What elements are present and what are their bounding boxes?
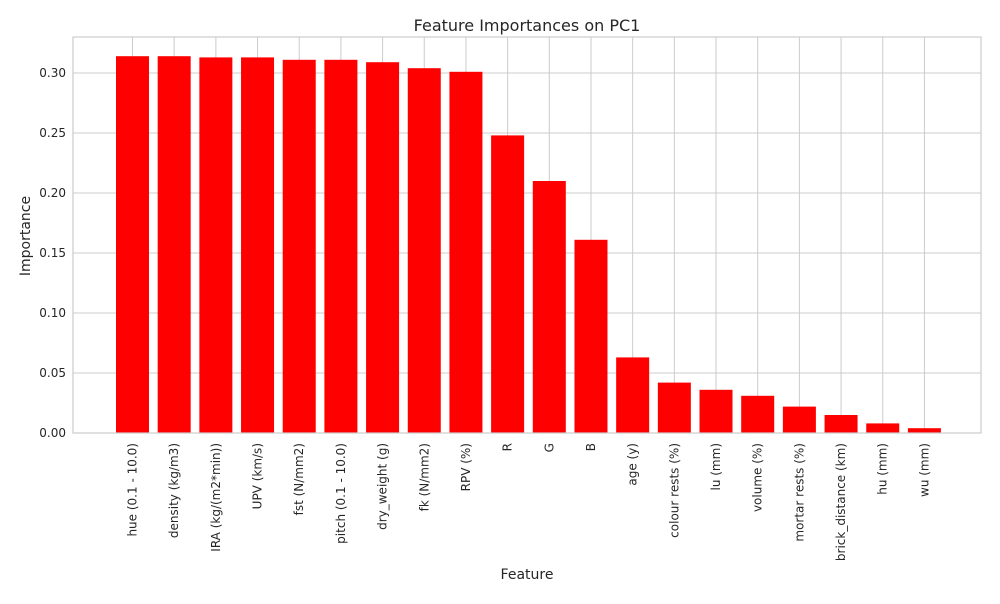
bar-16	[782, 406, 816, 433]
y-tick-labels: 0.00 0.05 0.10 0.15 0.20 0.25 0.30	[39, 66, 66, 440]
y-tick-label: 0.10	[39, 306, 66, 320]
bars	[116, 56, 941, 434]
bar-12	[616, 357, 650, 433]
x-tick-label: age (y)	[626, 443, 640, 486]
bar-2	[199, 57, 233, 434]
bar-9	[491, 135, 525, 433]
bar-1	[157, 56, 191, 433]
x-axis-label: Feature	[501, 567, 554, 583]
bar-19	[907, 428, 941, 433]
chart-title: Feature Importances on PC1	[414, 16, 641, 35]
y-tick-label: 0.05	[39, 366, 66, 380]
x-tick-label: G	[542, 443, 556, 452]
bar-4	[282, 59, 316, 434]
bar-15	[741, 395, 775, 433]
bar-8	[449, 71, 483, 434]
x-tick-label: hue (0.1 - 10.0)	[126, 443, 140, 537]
x-tick-labels: hue (0.1 - 10.0) density (kg/m3) IRA (kg/(…	[126, 443, 932, 561]
bar-11	[574, 239, 608, 433]
bar-3	[241, 57, 275, 434]
x-tick-label: brick_distance (km)	[834, 443, 848, 561]
bar-14	[699, 389, 733, 433]
x-tick-label: density (kg/m3)	[167, 443, 181, 538]
bar-18	[866, 423, 900, 433]
x-tick-label: dry_weight (g)	[376, 443, 390, 530]
bar-6	[366, 62, 400, 433]
x-tick-label: UPV (km/s)	[251, 443, 265, 509]
bar-10	[532, 181, 566, 433]
x-tick-label: colour rests (%)	[667, 443, 681, 538]
y-tick-label: 0.30	[39, 66, 66, 80]
x-tick-label: IRA (kg/(m2*min))	[209, 443, 223, 552]
x-tick-label: fk (N/mm2)	[417, 443, 431, 511]
x-tick-label: pitch (0.1 - 10.0)	[334, 443, 348, 544]
x-tick-label: B	[584, 443, 598, 451]
y-tick-label: 0.20	[39, 186, 66, 200]
y-tick-label: 0.25	[39, 126, 66, 140]
bar-7	[407, 68, 441, 433]
bar-13	[657, 382, 691, 433]
y-axis-label: Importance	[18, 196, 34, 276]
x-tick-label: fst (N/mm2)	[292, 443, 306, 515]
x-tick-label: RPV (%)	[459, 443, 473, 491]
x-tick-label: hu (mm)	[876, 443, 890, 495]
x-tick-label: lu (mm)	[709, 443, 723, 491]
plot-frame	[72, 36, 982, 434]
x-tick-label: mortar rests (%)	[792, 443, 806, 542]
y-tick-label: 0.15	[39, 246, 66, 260]
x-tick-label: volume (%)	[751, 443, 765, 512]
x-tick-label: R	[501, 443, 515, 451]
bar-5	[324, 59, 358, 434]
y-tick-label: 0.00	[39, 426, 66, 440]
bar-17	[824, 415, 858, 433]
bar-0	[116, 56, 149, 433]
x-tick-label: wu (mm)	[917, 443, 931, 497]
